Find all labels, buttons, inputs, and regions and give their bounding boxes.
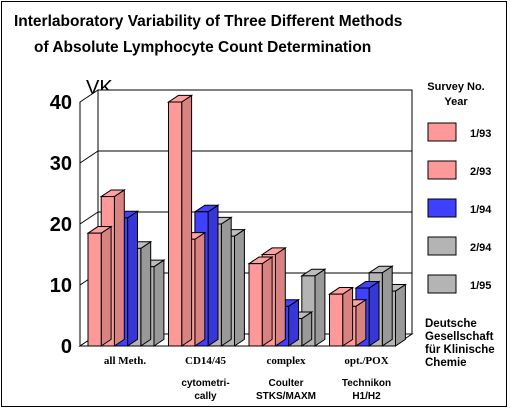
bar-side-face: [113, 189, 125, 347]
gridline-side: [79, 211, 99, 225]
y-axis-ticks: 0 10 20 30 40: [50, 92, 72, 358]
y-tick-label: 40: [50, 92, 72, 114]
bar-side-face: [194, 231, 206, 347]
bar-side-face: [100, 225, 112, 347]
y-tick-label: 20: [50, 214, 72, 236]
legend-label: 2/94: [470, 242, 492, 254]
category-sublabel: cytometri-: [181, 378, 229, 389]
bar-front-face: [87, 232, 102, 347]
footnote-line-1: Deutsche: [425, 318, 477, 330]
bar-side-face: [153, 259, 165, 347]
category-sublabel: H1/H2: [352, 391, 381, 402]
legend-label: 2/93: [470, 166, 491, 178]
bar-side-face: [207, 204, 219, 347]
bar-side-face: [314, 268, 326, 347]
footnote-line-2: Gesellschaft: [425, 331, 494, 343]
bar-front-face: [168, 101, 183, 347]
y-tick-label: 0: [61, 336, 72, 358]
category-sublabel: Technikon: [342, 378, 391, 389]
legend-swatch: [427, 122, 457, 142]
bar-side-face: [140, 240, 152, 347]
bar-side-face: [288, 298, 299, 347]
y-tick-label: 10: [50, 275, 72, 297]
category-labels: all Meth. CD14/45 cytometri-cally complex Co…: [104, 355, 391, 402]
y-tick-label: 30: [50, 153, 72, 175]
legend-title-line-2: Year: [444, 96, 468, 108]
category-sublabel: cally: [194, 391, 217, 402]
legend-label: 1/95: [470, 280, 491, 292]
legend-swatch: [427, 236, 457, 256]
bar: [327, 286, 355, 347]
bar-side-face: [368, 280, 380, 347]
bar-side-face: [395, 283, 406, 347]
chart-title-line-2: of Absolute Lymphocyte Count Determinati…: [34, 39, 371, 56]
bar-side-face: [381, 265, 393, 347]
category-sublabel: Coulter: [269, 378, 304, 389]
legend-swatch: [427, 198, 457, 218]
legend: 1/93 2/93 1/94 2/94 1/95: [427, 122, 492, 294]
bar-side-face: [127, 210, 138, 347]
category-label: opt./POX: [344, 355, 388, 367]
bar: [247, 256, 274, 347]
category-sublabel: STKS/MAXM: [256, 391, 316, 402]
bar-side-face: [181, 94, 193, 347]
gridline-side: [79, 150, 99, 164]
category-label: complex: [266, 355, 306, 367]
bar-front-face: [329, 293, 344, 347]
bar-side-face: [274, 246, 286, 347]
bar-side-face: [234, 228, 245, 347]
bar-side-face: [355, 298, 367, 347]
bar-side-face: [220, 216, 232, 347]
legend-swatch: [427, 274, 457, 294]
legend-label: 1/93: [470, 128, 491, 140]
category-label: CD14/45: [185, 355, 226, 367]
bar-front-face: [248, 263, 263, 347]
legend-label: 1/94: [470, 204, 492, 216]
footnote-line-4: Chemie: [425, 357, 467, 369]
bar-side-face: [342, 286, 354, 347]
chart-title-line-1: Interlaboratory Variability of Three Dif…: [14, 13, 402, 30]
footnote-line-3: für Klinische: [425, 344, 495, 356]
bars: [86, 94, 408, 347]
category-label: all Meth.: [104, 355, 146, 367]
bar: [86, 225, 113, 347]
legend-title-line-1: Survey No.: [427, 81, 484, 93]
legend-swatch: [427, 160, 457, 180]
bar-side-face: [261, 256, 273, 347]
bar: [166, 94, 194, 347]
